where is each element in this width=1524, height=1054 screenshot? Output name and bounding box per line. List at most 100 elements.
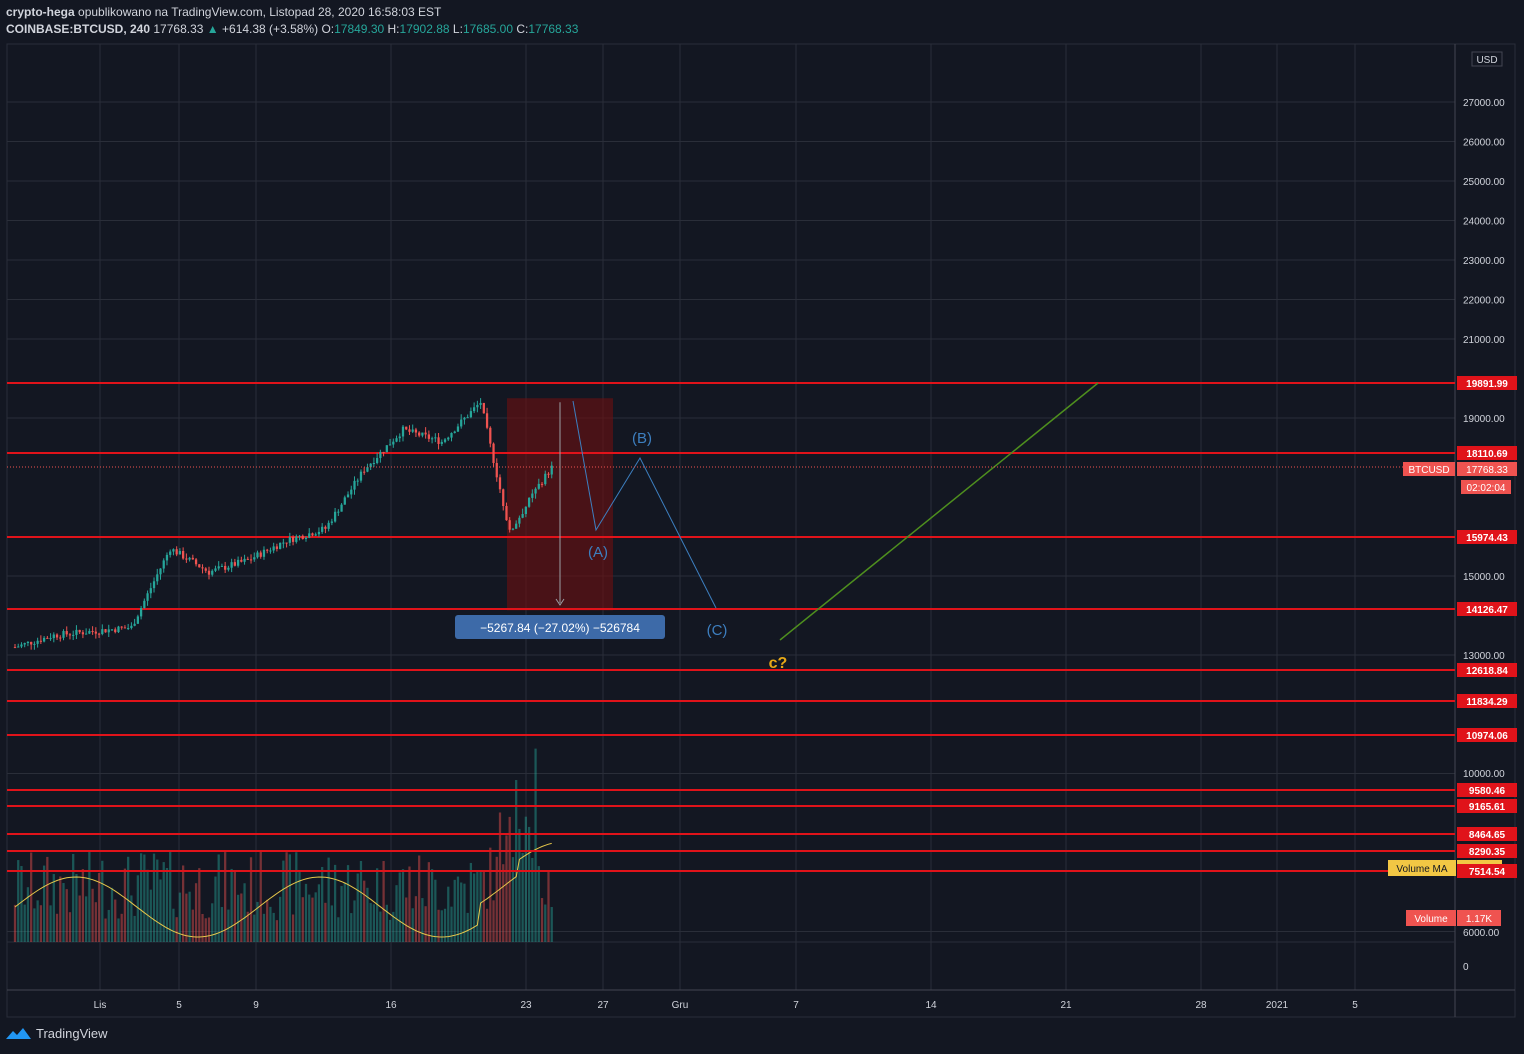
time-tick-label: 16 <box>385 1000 397 1011</box>
candle <box>408 429 411 432</box>
low-value: 17685.00 <box>462 22 513 36</box>
price-tick-label: 6000.00 <box>1463 928 1500 939</box>
candle <box>201 567 204 569</box>
volume-bar <box>485 908 489 942</box>
candle <box>224 565 227 570</box>
candle <box>49 638 52 640</box>
candle <box>463 417 466 420</box>
candle <box>26 641 30 644</box>
candle <box>275 546 279 549</box>
candle <box>537 483 540 489</box>
candle <box>55 634 59 638</box>
candle <box>363 471 366 473</box>
level-tag <box>1457 376 1517 390</box>
time-tick-label: 7 <box>793 1000 799 1011</box>
candles <box>13 398 553 650</box>
candle <box>246 558 249 560</box>
volume-bar <box>39 905 42 942</box>
level-tag <box>1457 694 1517 708</box>
volume-bar <box>443 908 447 942</box>
candle <box>279 542 282 549</box>
volume-bar <box>317 884 321 942</box>
volume-bar <box>285 852 288 942</box>
volume-bar <box>282 860 285 942</box>
volume-bar <box>120 913 123 942</box>
candle <box>531 493 534 498</box>
candle <box>139 608 143 617</box>
low-label: L: <box>452 22 463 36</box>
candle <box>388 444 392 446</box>
measure-label: −5267.84 (−27.02%) −526784 <box>480 621 640 635</box>
volume-bar <box>379 911 382 942</box>
volume-bar <box>17 860 20 942</box>
candle <box>550 465 553 475</box>
time-tick-label: 2021 <box>1266 1000 1289 1011</box>
horizontal-levels <box>7 382 1455 872</box>
author-name[interactable]: crypto-hega <box>6 5 75 19</box>
volume-bar <box>366 887 369 942</box>
candle <box>485 413 489 428</box>
volume-bar <box>217 854 220 942</box>
volume-bar <box>117 918 120 942</box>
candle <box>101 629 104 635</box>
candle <box>220 565 224 567</box>
candle <box>230 562 233 568</box>
candle <box>466 417 469 419</box>
volume-bar <box>440 910 443 942</box>
candle <box>333 511 337 522</box>
up-arrow-icon: ▲ <box>206 22 219 36</box>
candle <box>430 438 434 440</box>
candle <box>227 567 230 570</box>
volume-bar <box>85 896 88 942</box>
volume-bar <box>266 899 269 942</box>
candle <box>291 536 295 542</box>
candle <box>366 467 369 472</box>
volume-bar <box>359 860 363 942</box>
candle <box>544 473 547 485</box>
candle <box>130 625 133 629</box>
candle <box>143 600 146 609</box>
candle <box>110 629 114 631</box>
volume-bar <box>23 904 26 942</box>
level-tags: 19891.99 18110.69 15974.43 14126.47 12618.84… <box>1457 376 1517 878</box>
candle <box>518 517 521 524</box>
candle <box>114 629 117 633</box>
volume-bar <box>107 909 110 942</box>
volume-bar <box>437 909 440 942</box>
volume-bar <box>411 908 414 942</box>
level-tag-text: 11834.29 <box>1466 697 1508 708</box>
candle <box>515 523 518 529</box>
volume-bar <box>204 918 207 942</box>
candle <box>68 634 72 636</box>
candle <box>162 560 165 569</box>
volume-bar <box>91 888 94 942</box>
candle <box>547 473 550 475</box>
level-tag-text: 18110.69 <box>1466 449 1508 460</box>
volume-bar <box>175 917 178 942</box>
candle <box>414 429 418 433</box>
candle <box>540 483 544 485</box>
tradingview-brand[interactable]: TradingView <box>6 1026 108 1041</box>
symbol-label[interactable]: COINBASE:BTCUSD, 240 <box>6 22 151 36</box>
candle <box>295 536 298 542</box>
volume-bar <box>104 918 107 942</box>
volume-bar <box>311 897 314 942</box>
volume-bar <box>350 913 353 942</box>
candle <box>97 633 101 635</box>
wave-label: c? <box>769 655 788 672</box>
volume-ma-tag <box>1388 860 1456 876</box>
candle <box>508 520 511 530</box>
candle <box>81 632 85 635</box>
volume-bar <box>178 892 182 942</box>
volume-bar <box>337 917 340 942</box>
candle <box>243 558 246 562</box>
volume-bar <box>392 911 395 942</box>
time-tick-label: 14 <box>925 1000 937 1011</box>
countdown-text: 02:02:04 <box>1467 483 1506 494</box>
candle <box>343 497 346 505</box>
candle <box>65 631 68 635</box>
candle <box>133 623 136 626</box>
candle <box>372 463 376 465</box>
candle <box>46 637 49 639</box>
